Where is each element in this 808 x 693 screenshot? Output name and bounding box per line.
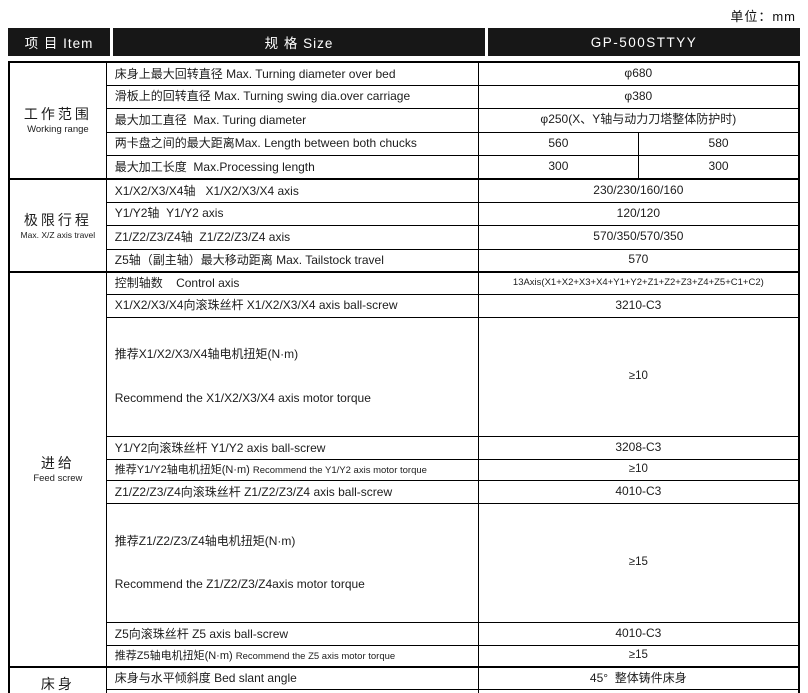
- value-cell: φ680: [477, 61, 800, 86]
- spec-cell: 最大加工长度 Max.Processing length: [105, 154, 479, 180]
- value-cell: 230/230/160/160: [477, 178, 800, 203]
- spec-cell: 最大加工直径 Max. Turing diameter: [105, 107, 479, 133]
- spec-cell: X1/X2/X3/X4向滚珠丝杆 X1/X2/X3/X4 axis ball-s…: [105, 293, 479, 318]
- value-cell: 570/350/570/350: [477, 224, 800, 250]
- category-label-en: Feed screw: [33, 473, 83, 485]
- spec-cell: 床身上最大回转直径 Max. Turning diameter over bed: [105, 61, 479, 86]
- spec-cell: Y1/Y2向滚珠丝杆 Y1/Y2 axis ball-screw: [105, 435, 479, 460]
- value-cell: ≥15: [477, 502, 800, 624]
- spec-cell: 推荐Y1/Y2轴电机扭矩(N·m) Recommend the Y1/Y2 ax…: [105, 458, 479, 481]
- table-header-row: 项 目 Item 规 格 Size GP-500STTYY: [8, 28, 800, 56]
- spec-en: Recommend the Y1/Y2 axis motor torque: [252, 465, 427, 477]
- spec-line1: 推荐Z1/Z2/Z3/Z4轴电机扭矩(N·m): [114, 533, 296, 548]
- spec-cell: 推荐Z1/Z2/Z3/Z4轴电机扭矩(N·m) Recommend the Z1…: [105, 502, 479, 624]
- header-model-cell: GP-500STTYY: [488, 28, 800, 56]
- value-cell-right: 300: [638, 154, 800, 180]
- spec-cell: X1/X2/X3/X4轴 X1/X2/X3/X4 axis: [105, 178, 479, 203]
- category-label: 极限行程: [23, 211, 92, 228]
- value-cell-left: 560: [477, 131, 640, 156]
- value-cell: 120/120: [477, 201, 800, 226]
- category-cell-working-range: 工作范围 Working range: [8, 61, 107, 180]
- value-cell: 13Axis(X1+X2+X3+X4+Y1+Y2+Z1+Z2+Z3+Z4+Z5+…: [477, 271, 800, 295]
- category-label: 工作范围: [23, 106, 92, 123]
- unit-label: 单位：mm: [730, 9, 796, 24]
- value-cell: 3210-C3: [477, 293, 800, 318]
- spec-line2: Recommend the X1/X2/X3/X4 axis motor tor…: [114, 391, 371, 406]
- category-label: 进给: [40, 455, 75, 472]
- value-cell-right: 580: [638, 131, 800, 156]
- value-cell: 4010-C3: [477, 479, 800, 504]
- spec-line2: Recommend the Z1/Z2/Z3/Z4axis motor torq…: [114, 577, 365, 592]
- spec-cn: 推荐Z5轴电机扭矩(N·m): [114, 650, 236, 663]
- value-cell: ≥15: [477, 645, 800, 668]
- spec-en: Recommend the Z5 axis motor torque: [235, 651, 396, 663]
- value-cell: 3208-C3: [477, 435, 800, 460]
- value-cell: 400: [477, 689, 800, 693]
- specification-table: 工作范围 Working range 床身上最大回转直径 Max. Turnin…: [8, 61, 800, 693]
- spec-cell: 控制轴数 Control axis: [105, 271, 479, 295]
- spec-cell: 推荐X1/X2/X3/X4轴电机扭矩(N·m) Recommend the X1…: [105, 316, 479, 437]
- spec-line1: 推荐X1/X2/X3/X4轴电机扭矩(N·m): [114, 347, 299, 362]
- spec-cell: Y1/Y2轴 Y1/Y2 axis: [105, 201, 479, 226]
- spec-cell: 滑板上的回转直径 Max. Turning swing dia.over car…: [105, 84, 479, 109]
- value-cell: 4010-C3: [477, 622, 800, 647]
- spec-cell: Z1/Z2/Z3/Z4轴 Z1/Z2/Z3/Z4 axis: [105, 224, 479, 250]
- value-cell: φ250(X、Y轴与动力刀塔整体防护时): [477, 107, 800, 133]
- value-cell: ≥10: [477, 458, 800, 481]
- category-cell-axis-travel: 极限行程 Max. X/Z axis travel: [8, 178, 107, 273]
- category-label: 床身: [40, 675, 75, 692]
- spec-cell: 两卡盘之间的最大距离Max. Length between both chuck…: [105, 131, 479, 156]
- category-cell-feed-screw: 进给 Feed screw: [8, 271, 107, 668]
- header-size-cell: 规 格 Size: [113, 28, 485, 56]
- value-cell-left: 300: [477, 154, 640, 180]
- spec-cell: 导轨跨度 Linear guide`s span: [105, 689, 479, 693]
- spec-cell: Z5轴（副主轴）最大移动距离 Max. Tailstock travel: [105, 248, 479, 273]
- header-item-cell: 项 目 Item: [8, 28, 110, 56]
- category-label-en: Max. X/Z axis travel: [20, 229, 96, 240]
- spec-cell: Z1/Z2/Z3/Z4向滚珠丝杆 Z1/Z2/Z3/Z4 axis ball-s…: [105, 479, 479, 504]
- value-cell: ≥10: [477, 316, 800, 437]
- spec-cell: 推荐Z5轴电机扭矩(N·m) Recommend the Z5 axis mot…: [105, 645, 479, 668]
- spec-cell: 床身与水平倾斜度 Bed slant angle: [105, 665, 479, 691]
- spec-cell: Z5向滚珠丝杆 Z5 axis ball-screw: [105, 622, 479, 647]
- category-cell-bed: 床身 Bed: [8, 665, 107, 693]
- value-cell: φ380: [477, 84, 800, 109]
- category-label-en: Working range: [27, 124, 89, 136]
- value-cell: 45° 整体铸件床身: [477, 665, 800, 691]
- value-cell: 570: [477, 248, 800, 273]
- spec-cn: 推荐Y1/Y2轴电机扭矩(N·m): [114, 464, 253, 477]
